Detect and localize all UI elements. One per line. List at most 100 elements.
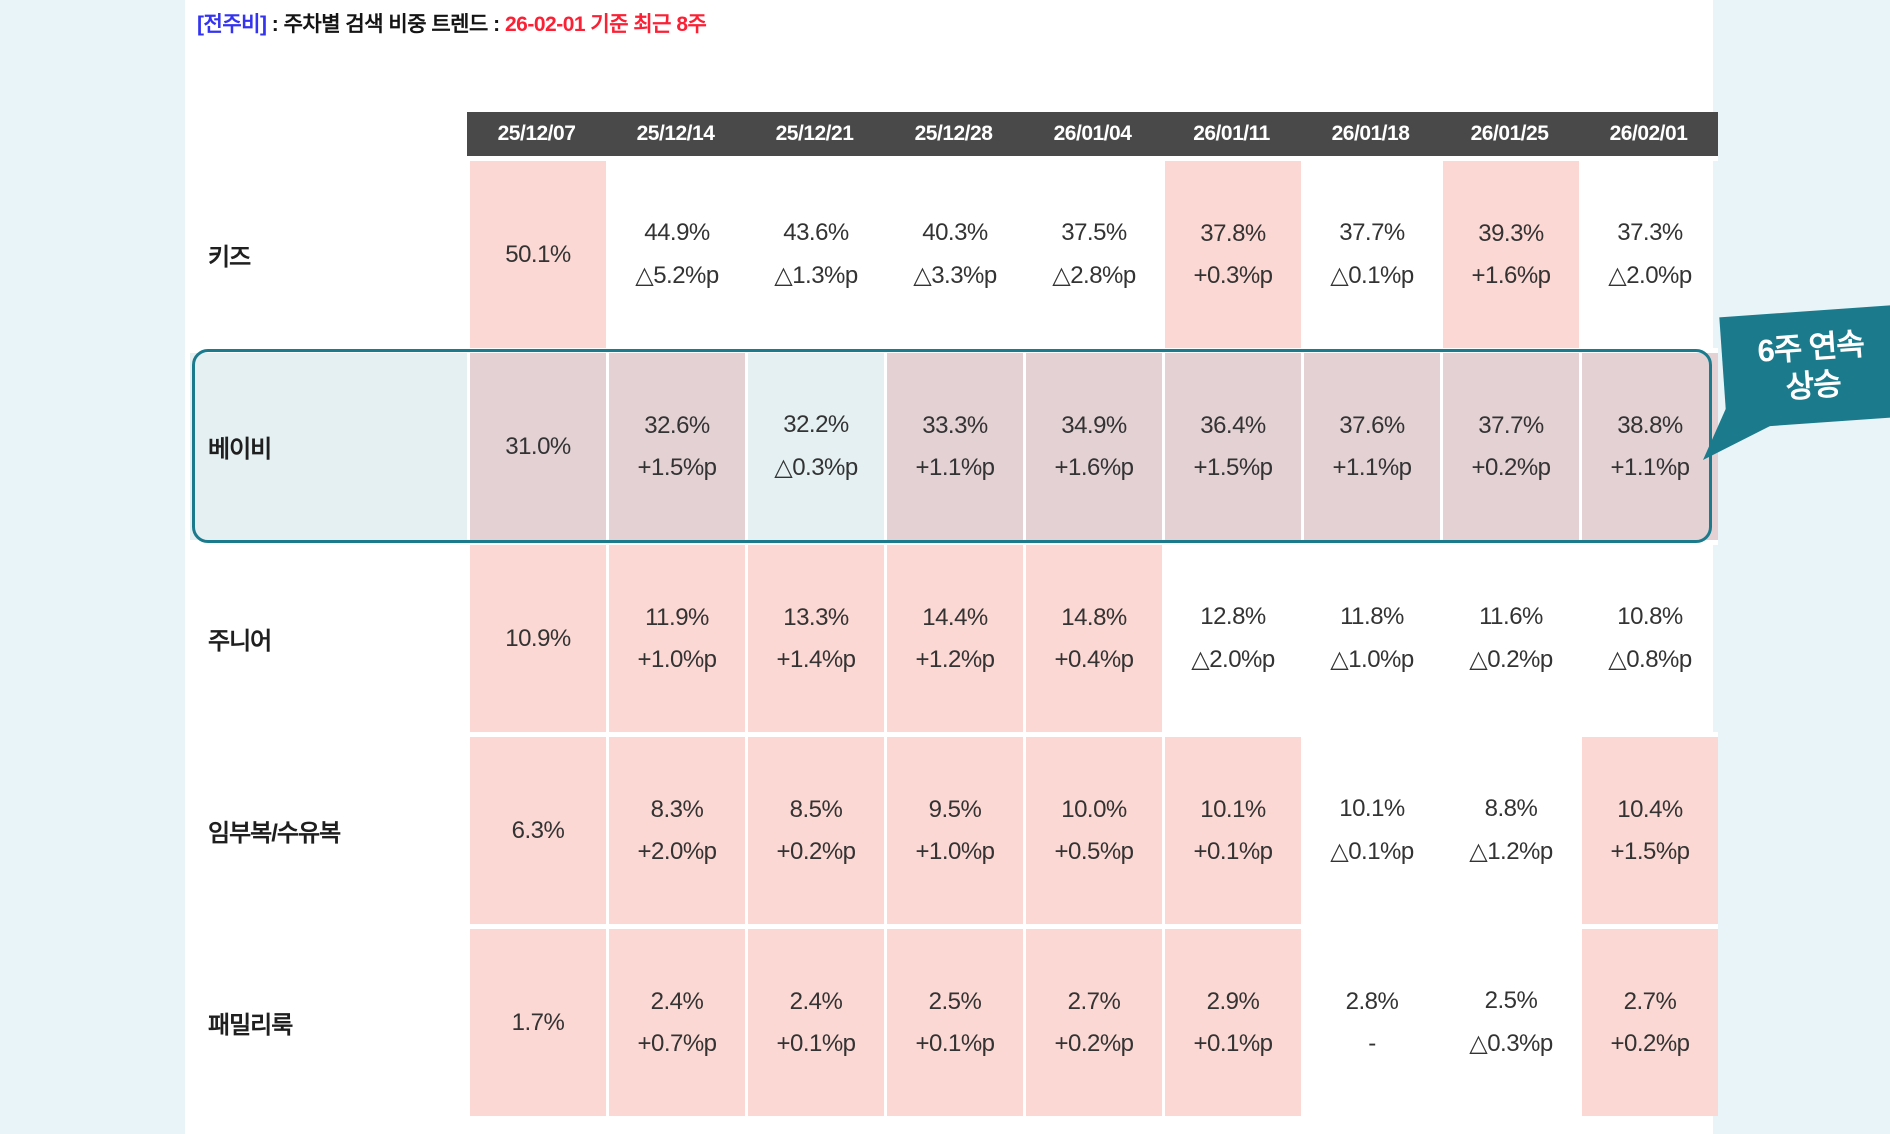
cell-delta: △0.1%p [1330, 262, 1414, 289]
cell-delta: △0.1%p [1330, 838, 1414, 865]
cell-delta: +1.0%p [915, 837, 995, 865]
cell-value: 37.8% [1200, 219, 1266, 247]
cell-delta: +0.1%p [1193, 1029, 1273, 1057]
data-cell: 6.3% [467, 732, 606, 924]
cell-delta: +0.2%p [1610, 1029, 1690, 1057]
cell-value: 50.1% [505, 240, 571, 268]
cell-value: 8.3% [650, 795, 704, 823]
cell-value: 40.3% [922, 219, 988, 246]
cell-value: 13.3% [783, 603, 849, 631]
cell-value: 2.5% [928, 987, 982, 1015]
data-cell: 37.8% +0.3%p [1162, 156, 1301, 348]
cell-delta: +1.6%p [1471, 261, 1551, 289]
cell-value: 36.4% [1200, 411, 1266, 439]
data-cell: 32.2% △0.3%p [745, 348, 884, 540]
data-cell: 10.4% +1.5%p [1579, 732, 1718, 924]
cell-value: 43.6% [783, 219, 849, 246]
cell-delta: +1.6%p [1054, 453, 1134, 481]
cell-value: 14.4% [922, 603, 988, 631]
cell-delta: +0.1%p [776, 1029, 856, 1057]
cell-value: 37.5% [1061, 219, 1127, 246]
cell-delta: +1.1%p [1332, 453, 1412, 481]
data-cell: 34.9% +1.6%p [1023, 348, 1162, 540]
data-cell: 10.9% [467, 540, 606, 732]
cell-delta: +1.5%p [1610, 837, 1690, 865]
title-main: : 주차별 검색 비중 트렌드 : [266, 13, 505, 36]
cell-delta: +0.1%p [915, 1029, 995, 1057]
cell-value: 11.9% [645, 603, 709, 631]
data-cell: 2.4% +0.1%p [745, 924, 884, 1116]
cell-value: 2.7% [1067, 987, 1121, 1015]
data-cell: 31.0% [467, 348, 606, 540]
data-cell: 8.3% +2.0%p [606, 732, 745, 924]
data-cell: 1.7% [467, 924, 606, 1116]
week-header: 25/12/21 [745, 112, 884, 156]
cell-delta: △0.2%p [1469, 646, 1553, 673]
week-header: 26/01/11 [1162, 112, 1301, 156]
data-cell: 37.5% △2.8%p [1023, 156, 1162, 348]
week-header: 26/01/04 [1023, 112, 1162, 156]
cell-delta: +1.1%p [1610, 453, 1690, 481]
row-label: 임부복/수유복 [190, 732, 467, 924]
data-cell: 37.3% △2.0%p [1579, 156, 1718, 348]
cell-value: 34.9% [1061, 411, 1127, 439]
cell-delta: +1.0%p [637, 645, 717, 673]
week-header: 26/02/01 [1579, 112, 1718, 156]
cell-delta: △1.2%p [1469, 838, 1553, 865]
cell-value: 37.6% [1339, 411, 1405, 439]
data-cell: 37.6% +1.1%p [1301, 348, 1440, 540]
cell-delta: +2.0%p [637, 837, 717, 865]
data-cell: 33.3% +1.1%p [884, 348, 1023, 540]
cell-delta: △0.8%p [1608, 646, 1692, 673]
cell-value: 33.3% [922, 411, 988, 439]
data-cell: 11.9% +1.0%p [606, 540, 745, 732]
data-cell: 32.6% +1.5%p [606, 348, 745, 540]
data-cell: 10.8% △0.8%p [1579, 540, 1718, 732]
title-prefix: [전주비] [197, 13, 267, 36]
callout-bubble: 6주 연속 상승 [1719, 304, 1890, 430]
cell-value: 10.4% [1617, 795, 1683, 823]
week-header: 25/12/28 [884, 112, 1023, 156]
row-label: 키즈 [190, 156, 467, 348]
data-cell: 14.8% +0.4%p [1023, 540, 1162, 732]
header-corner [190, 112, 467, 156]
cell-delta: △2.8%p [1052, 262, 1136, 289]
cell-value: 39.3% [1478, 219, 1544, 247]
cell-value: 32.2% [783, 411, 849, 438]
data-cell: 38.8% +1.1%p [1579, 348, 1718, 540]
cell-delta: △0.3%p [1469, 1030, 1553, 1057]
content-area: [전주비] : 주차별 검색 비중 트렌드 : 26-02-01 기준 최근 8… [185, 0, 1718, 1134]
cell-value: 2.9% [1206, 987, 1260, 1015]
data-cell: 2.7% +0.2%p [1023, 924, 1162, 1116]
cell-delta: +0.2%p [1054, 1029, 1134, 1057]
cell-delta: +1.5%p [637, 453, 717, 481]
cell-value: 11.6% [1479, 603, 1543, 630]
cell-value: 10.8% [1617, 603, 1683, 630]
week-header: 25/12/07 [467, 112, 606, 156]
cell-delta: △5.2%p [635, 262, 719, 289]
data-cell: 2.5% +0.1%p [884, 924, 1023, 1116]
week-header: 26/01/18 [1301, 112, 1440, 156]
data-cell: 11.8% △1.0%p [1301, 540, 1440, 732]
cell-value: 32.6% [644, 411, 710, 439]
cell-value: 38.8% [1617, 411, 1683, 439]
data-cell: 9.5% +1.0%p [884, 732, 1023, 924]
cell-delta: +0.1%p [1193, 837, 1273, 865]
cell-value: 2.8% [1345, 987, 1399, 1015]
data-cell: 2.4% +0.7%p [606, 924, 745, 1116]
cell-value: 31.0% [505, 432, 571, 460]
data-cell: 13.3% +1.4%p [745, 540, 884, 732]
cell-delta: +1.4%p [776, 645, 856, 673]
page-title: [전주비] : 주차별 검색 비중 트렌드 : 26-02-01 기준 최근 8… [197, 8, 707, 38]
cell-delta: +0.2%p [1471, 453, 1551, 481]
cell-delta: +1.5%p [1193, 453, 1273, 481]
data-cell: 10.1% △0.1%p [1301, 732, 1440, 924]
data-cell: 10.1% +0.1%p [1162, 732, 1301, 924]
cell-value: 14.8% [1061, 603, 1127, 631]
cell-value: 10.1% [1339, 795, 1405, 822]
cell-value: 11.8% [1340, 603, 1404, 630]
cell-value: 2.7% [1623, 987, 1677, 1015]
cell-value: 44.9% [644, 219, 710, 246]
cell-delta: +1.2%p [915, 645, 995, 673]
